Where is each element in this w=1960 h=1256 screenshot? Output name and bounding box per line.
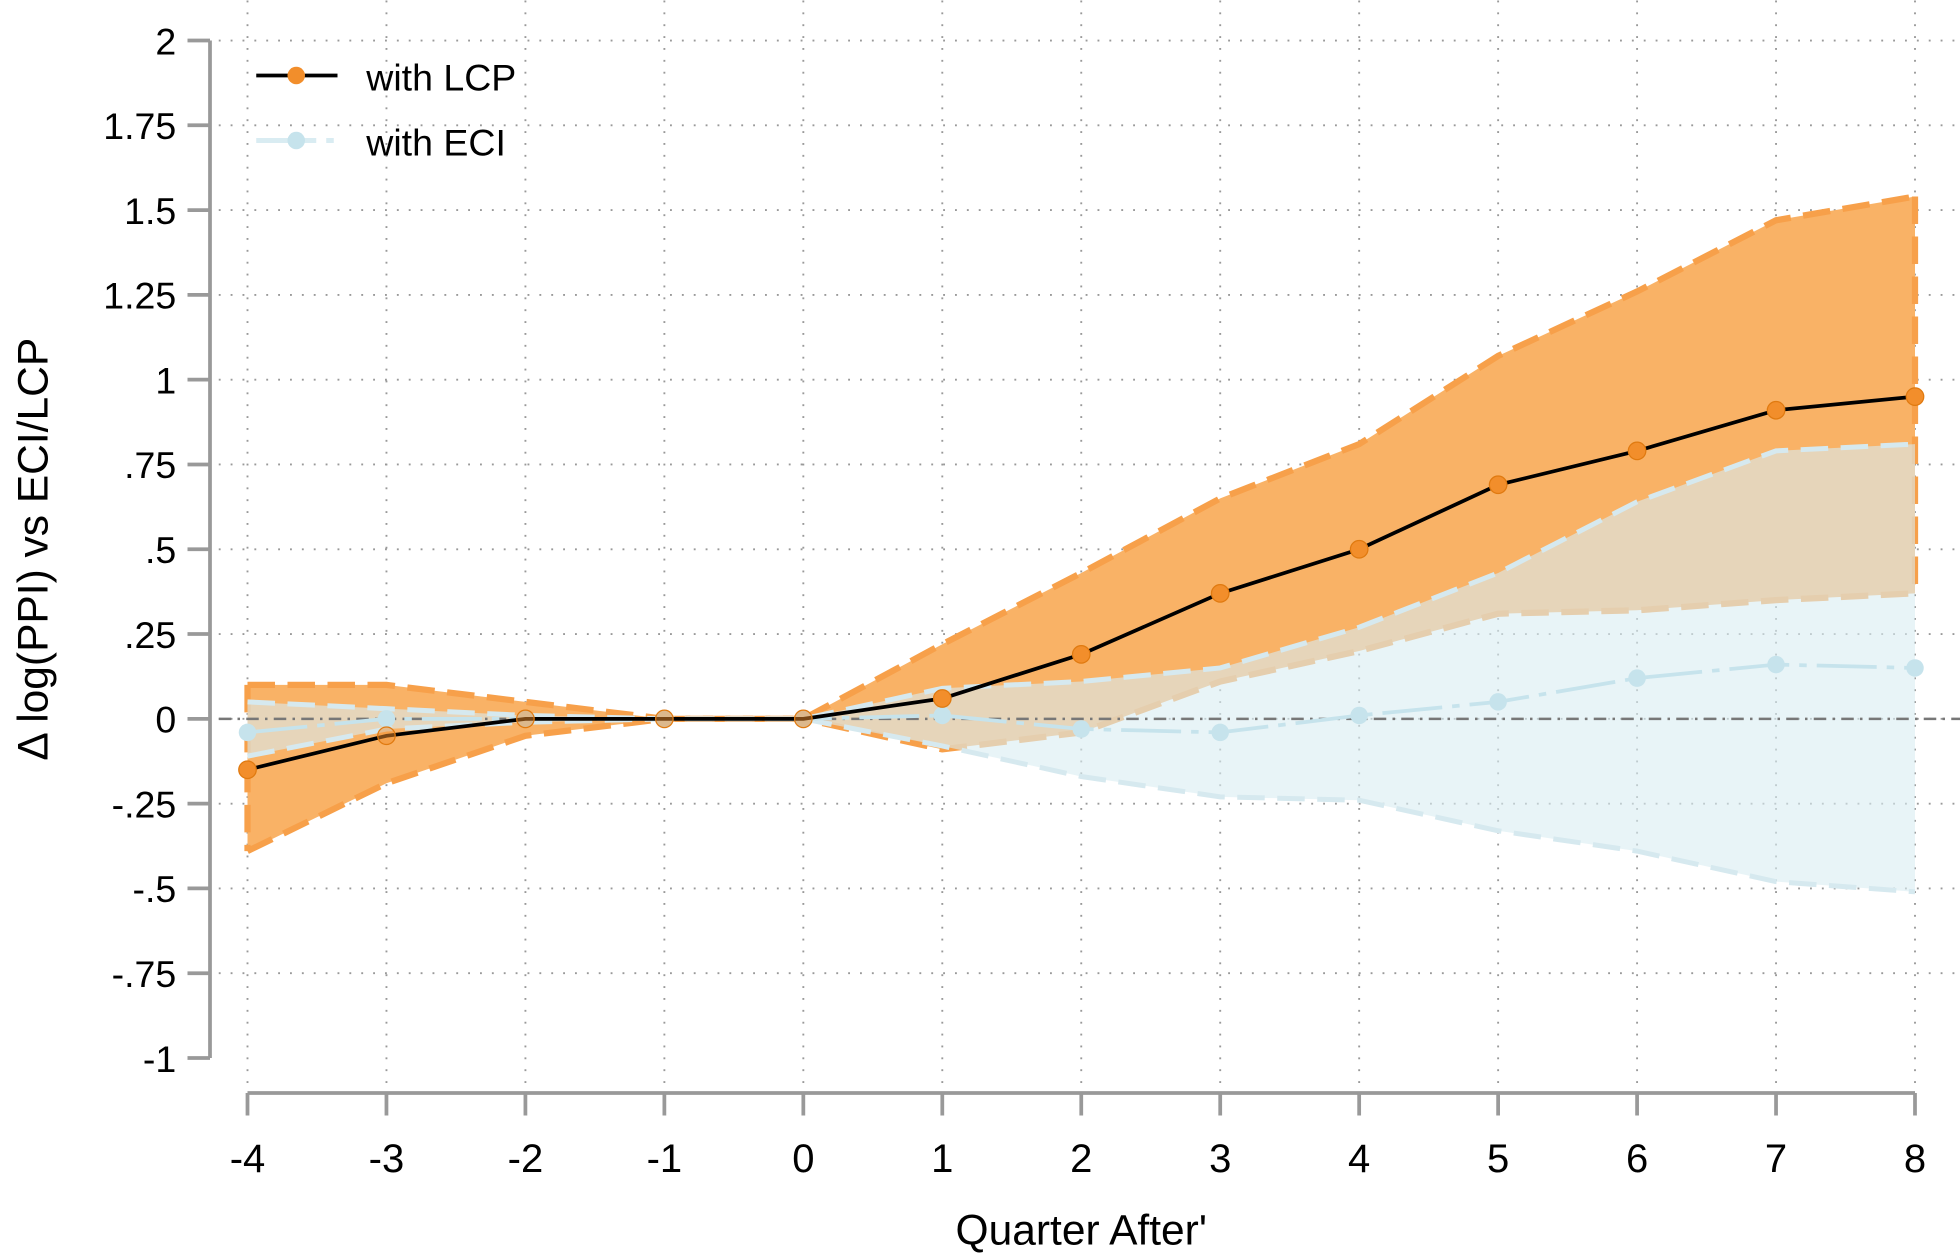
lcp-point (932, 689, 952, 708)
eci-point (1072, 720, 1090, 738)
axes: 21.751.51.251.75.5.250-.25-.5-.75-1-4 -3-… (103, 20, 1926, 1181)
y-tick-label: 1.5 (124, 190, 176, 232)
y-tick-label: 0 (155, 699, 176, 741)
y-tick-label: .75 (124, 444, 176, 486)
eci-point (1628, 669, 1646, 687)
x-tick-label: 2 (1070, 1137, 1092, 1181)
lcp-point (655, 709, 674, 729)
y-tick-label: 1 (155, 359, 176, 401)
confidence-bands (244, 193, 1919, 895)
lcp-point (1766, 400, 1786, 420)
legend-eci-label: with ECI (365, 122, 506, 164)
y-tick-label: 1.75 (103, 105, 176, 147)
lcp-point (1071, 645, 1091, 664)
x-tick-label: 4 (1348, 1137, 1370, 1181)
lcp-upper-bound (247, 193, 1916, 722)
y-tick-label: -.75 (112, 953, 177, 995)
x-tick-label: 0 (792, 1137, 814, 1181)
eci-point (1906, 659, 1924, 677)
y-tick-label: .25 (124, 614, 176, 656)
lcp-point (1349, 539, 1369, 559)
eci-upper-bound (247, 441, 1916, 722)
x-tick-label: 3 (1209, 1137, 1231, 1181)
eci-point (1350, 706, 1368, 725)
lcp-point (1488, 475, 1508, 495)
y-tick-label: -1 (143, 1038, 176, 1080)
y-axis-label: Δ log(PPI) vs ECI/LCP (11, 338, 58, 761)
lcp-point (1627, 441, 1647, 461)
y-tick-label: -.25 (112, 783, 177, 825)
eci-point (377, 710, 396, 728)
x-axis-label: Quarter After' (956, 1207, 1207, 1254)
x-tick-label: 7 (1765, 1137, 1787, 1181)
eci-point (1489, 693, 1507, 711)
lcp-point (793, 709, 813, 729)
x-tick-label: 6 (1626, 1137, 1648, 1181)
x-tick-label: -3 (369, 1137, 405, 1181)
eci-point (933, 706, 952, 725)
legend: with LCP with ECI (256, 57, 516, 164)
x-tick-label: 5 (1487, 1137, 1509, 1181)
eci-confidence-band (247, 444, 1915, 892)
legend-lcp-label: with LCP (365, 57, 516, 99)
series-lines (218, 387, 1960, 780)
y-tick-label: 1.25 (103, 275, 176, 317)
x-tick-label: -4 (230, 1137, 266, 1181)
lcp-confidence-band (247, 196, 1915, 852)
lcp-point (1905, 387, 1925, 406)
lcp-point (1210, 583, 1230, 603)
x-tick-label: -2 (508, 1137, 544, 1181)
y-tick-label: -.5 (132, 868, 176, 910)
x-tick-label: 8 (1904, 1137, 1926, 1181)
lcp-point (516, 709, 535, 729)
eci-point (1767, 655, 1785, 674)
x-tick-label: -1 (647, 1137, 683, 1181)
x-tick-label: 1 (931, 1137, 953, 1181)
legend-eci-marker (287, 131, 305, 150)
lcp-point (377, 726, 396, 746)
lcp-point (238, 760, 257, 780)
legend-lcp-marker (287, 66, 305, 85)
y-tick-label: .5 (145, 529, 176, 571)
eci-point (238, 723, 257, 742)
eci-point (1211, 723, 1229, 742)
y-tick-label: 2 (155, 20, 176, 62)
